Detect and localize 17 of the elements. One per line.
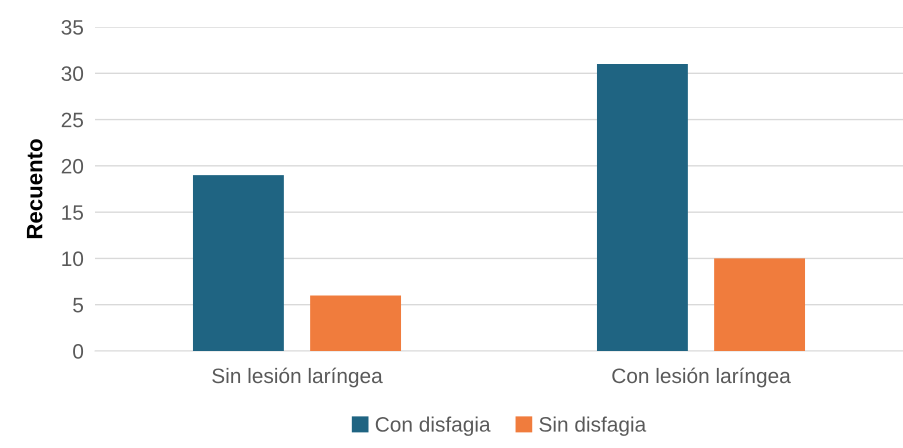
y-tick-label: 25: [62, 112, 84, 128]
bar: [714, 258, 806, 351]
y-tick-label: 10: [62, 251, 84, 266]
bar: [192, 175, 284, 351]
y-axis-title: Recuento: [26, 139, 42, 238]
y-tick-label: 20: [62, 158, 84, 174]
y-tick-label: 0: [73, 344, 84, 359]
x-tick-label: Con lesión laríngea: [612, 368, 791, 388]
bar: [596, 64, 688, 351]
y-tick-label: 30: [62, 66, 84, 82]
x-tick-label: Sin lesión laríngea: [212, 368, 383, 388]
bar: [310, 295, 402, 351]
legend-label: Sin disfagia: [539, 416, 646, 436]
legend-label: Con disfagia: [376, 416, 491, 436]
y-tick-label: 5: [73, 298, 84, 312]
y-tick-label: 15: [62, 205, 84, 220]
y-tick-label: 35: [62, 20, 84, 35]
